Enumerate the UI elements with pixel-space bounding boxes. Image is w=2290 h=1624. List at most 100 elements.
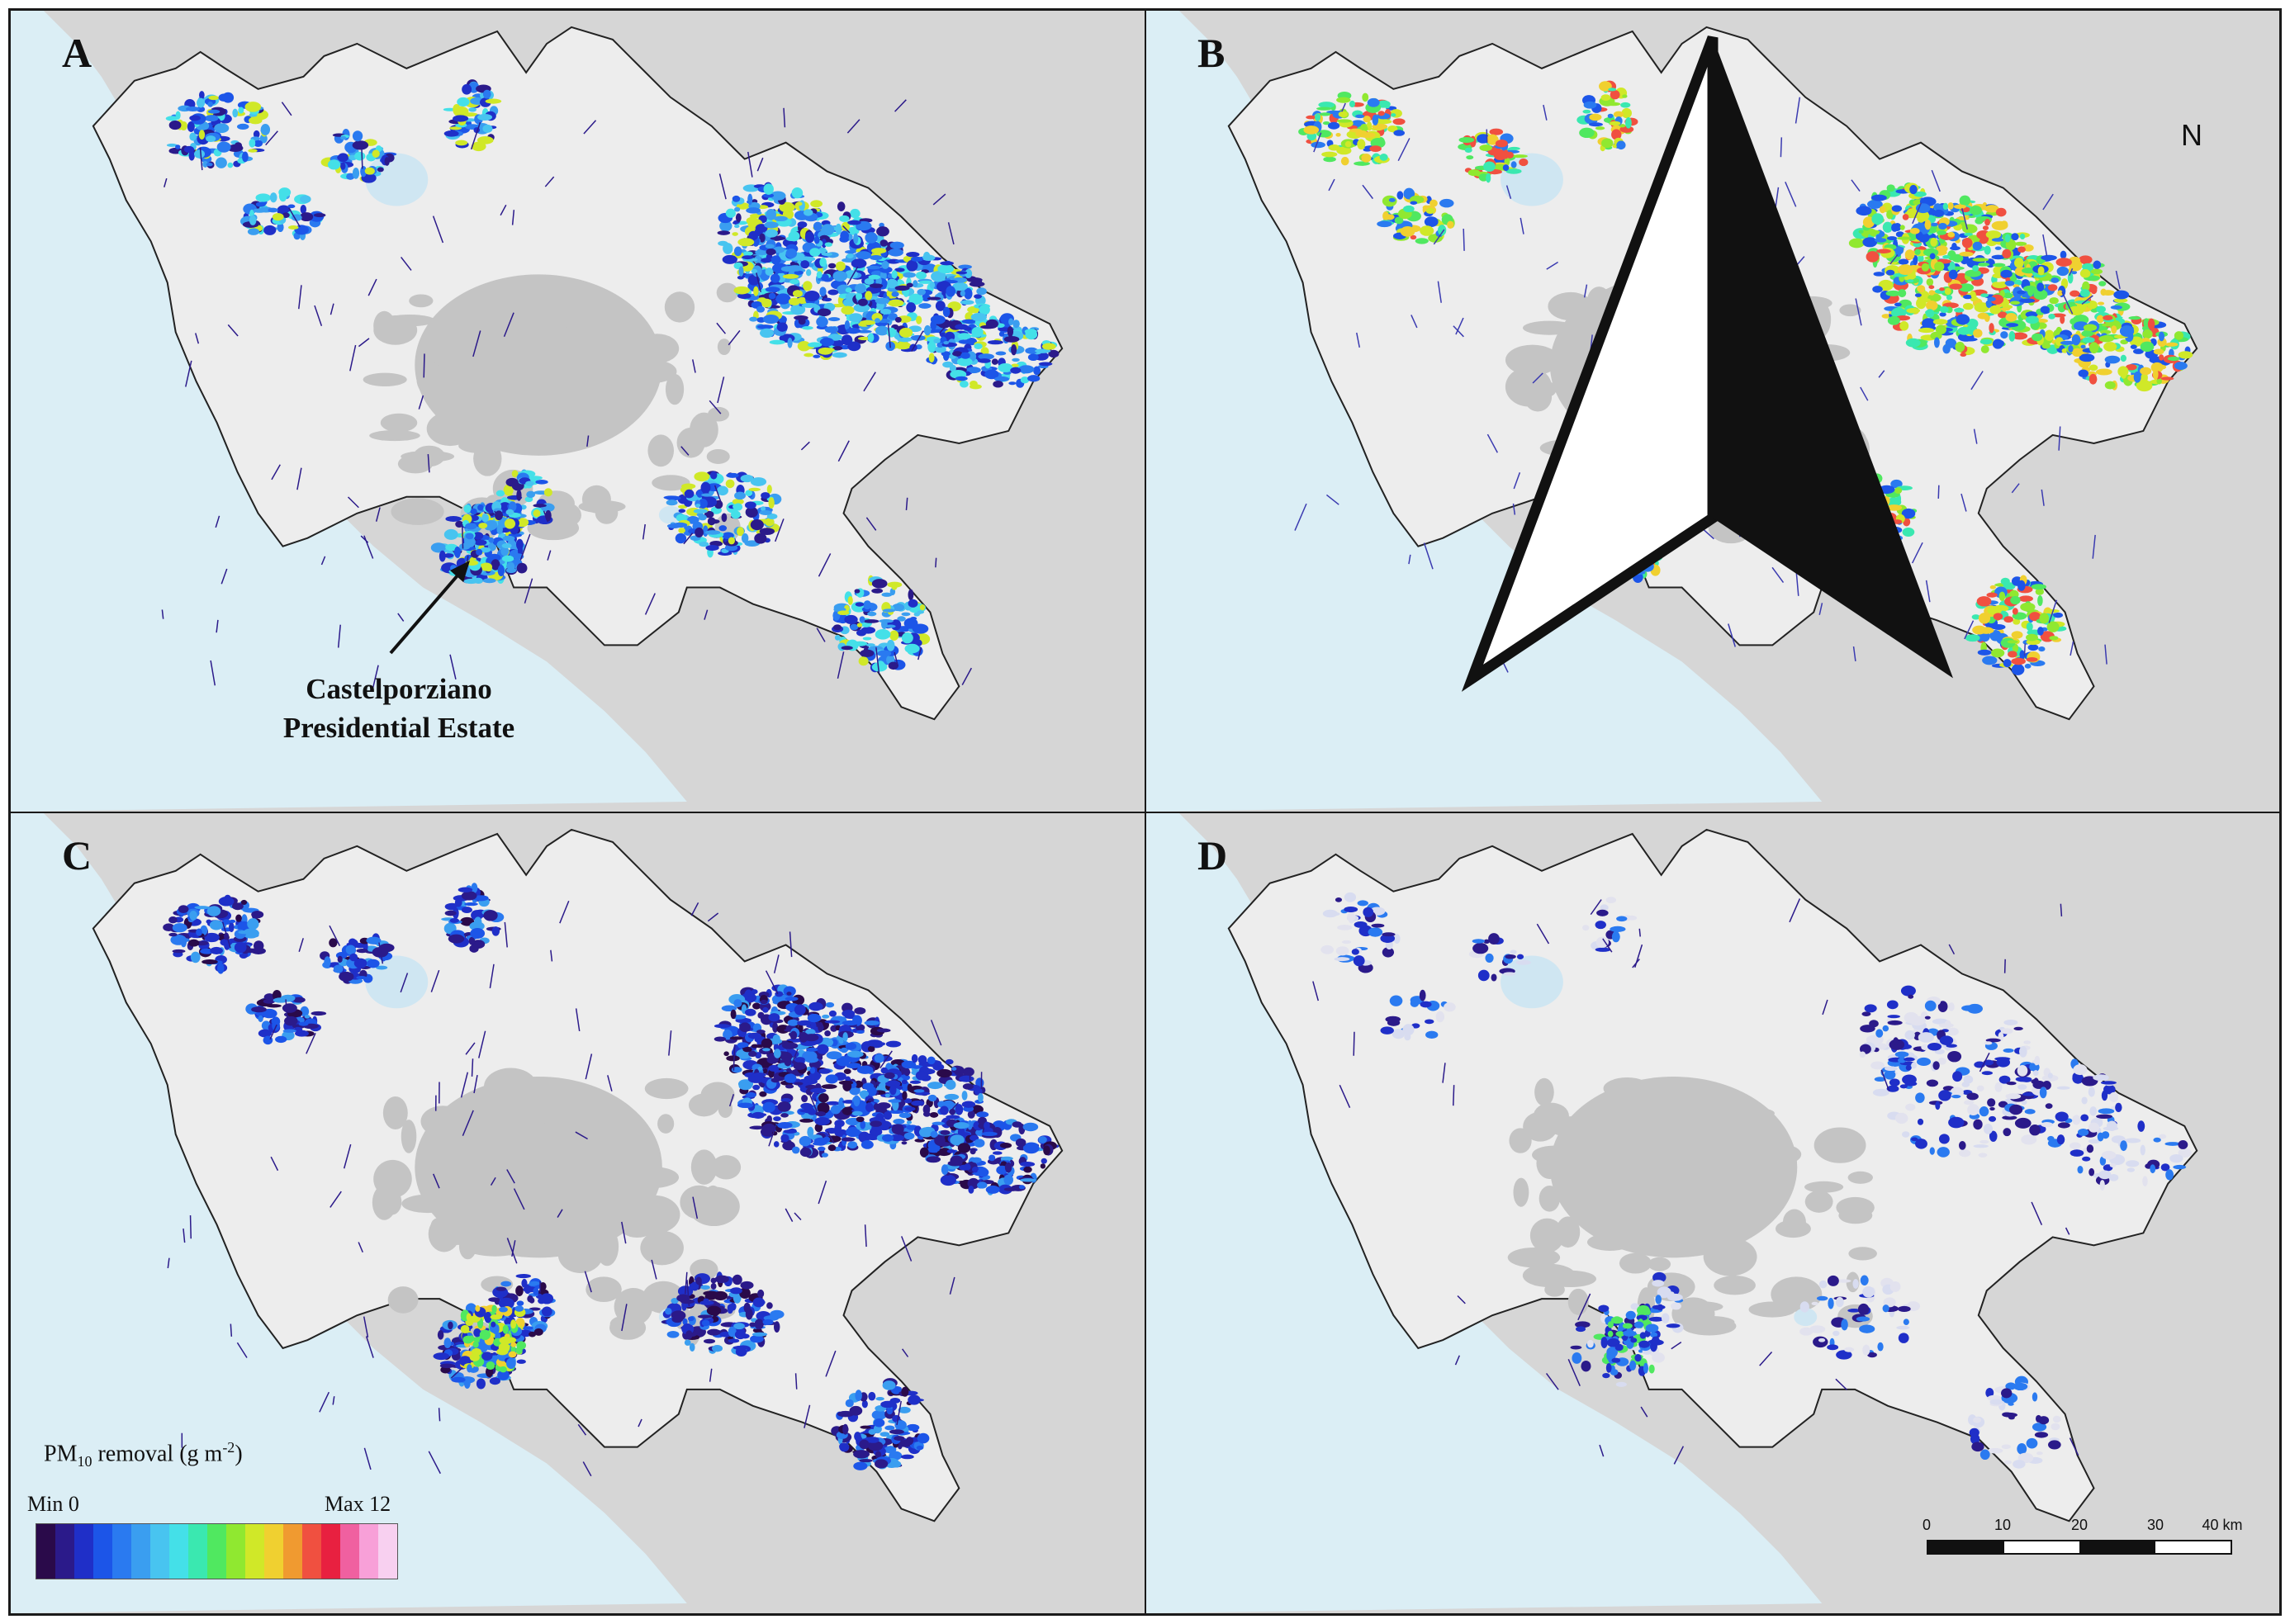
vegetation-pixel — [1917, 254, 1924, 263]
vegetation-pixel — [762, 1101, 775, 1113]
vegetation-pixel — [1410, 234, 1417, 240]
riparian-streak — [2070, 641, 2074, 656]
riparian-streak — [728, 329, 741, 346]
vegetation-pixel — [794, 1057, 805, 1063]
vegetation-pixel — [864, 1020, 880, 1026]
vegetation-pixel — [856, 1030, 865, 1035]
vegetation-pixel — [448, 934, 465, 944]
riparian-streak — [911, 330, 924, 353]
vegetation-pixel — [807, 1126, 814, 1138]
vegetation-pixel — [338, 153, 348, 163]
vegetation-pixel — [292, 997, 306, 1003]
vegetation-pixel — [865, 232, 878, 244]
vegetation-pixel — [927, 296, 941, 301]
vegetation-pixel — [891, 1124, 904, 1135]
riparian-streak — [586, 435, 590, 447]
vegetation-pixel — [1582, 109, 1591, 114]
vegetation-pixel — [856, 623, 863, 627]
vegetation-pixel — [850, 208, 861, 219]
vegetation-pixel — [918, 280, 933, 284]
vegetation-pixel — [1933, 203, 1942, 211]
vegetation-pixel — [853, 303, 870, 313]
vegetation-pixel — [806, 1047, 818, 1052]
vegetation-pixel — [799, 1118, 814, 1123]
vegetation-pixel — [482, 124, 493, 133]
vegetation-pixel — [313, 213, 326, 218]
vegetation-pixel — [756, 1030, 766, 1035]
vegetation-pixel — [921, 294, 932, 302]
vegetation-pixel — [946, 286, 955, 297]
vegetation-pixel — [796, 201, 803, 206]
vegetation-pixel — [740, 1281, 754, 1290]
vegetation-pixel — [1934, 261, 1945, 272]
vegetation-pixel — [255, 193, 271, 202]
vegetation-pixel — [1918, 327, 1935, 334]
vegetation-pixel — [717, 230, 731, 235]
vegetation-pixel — [525, 481, 534, 486]
vegetation-pixel — [1311, 141, 1325, 149]
vegetation-pixel — [777, 1121, 793, 1129]
vegetation-pixel — [2096, 305, 2106, 314]
vegetation-pixel — [993, 380, 1003, 388]
vegetation-pixel — [2019, 298, 2036, 303]
vegetation-pixel — [1901, 508, 1916, 519]
vegetation-pixel — [919, 604, 926, 611]
vegetation-pixel — [2095, 368, 2112, 376]
vegetation-pixel — [1899, 320, 1909, 331]
vegetation-pixel — [2017, 246, 2026, 253]
riparian-streak — [1433, 229, 1445, 245]
vegetation-pixel — [695, 504, 701, 508]
riparian-streak — [298, 285, 302, 310]
vegetation-pixel — [770, 191, 786, 201]
vegetation-pixel — [760, 328, 775, 339]
vegetation-pixel — [675, 533, 687, 544]
urban-patch — [373, 315, 418, 345]
vegetation-pixel — [443, 130, 459, 137]
vegetation-pixel — [737, 527, 744, 537]
vegetation-pixel — [1914, 249, 1921, 255]
vegetation-pixel — [760, 999, 768, 1005]
vegetation-pixel — [1483, 161, 1496, 172]
vegetation-pixel — [1887, 315, 1900, 325]
vegetation-pixel — [762, 193, 775, 198]
vegetation-pixel — [734, 491, 747, 500]
vegetation-pixel — [238, 930, 251, 935]
urban-patch — [578, 500, 626, 514]
riparian-streak — [543, 510, 549, 523]
riparian-streak — [747, 151, 753, 178]
vegetation-pixel — [922, 254, 936, 261]
riparian-streak — [1513, 471, 1521, 490]
vegetation-pixel — [1973, 329, 1983, 338]
annotation-line-1: Castelporziano — [306, 673, 492, 705]
vegetation-pixel — [793, 1062, 807, 1070]
vegetation-pixel — [269, 192, 277, 203]
vegetation-pixel — [1881, 314, 1891, 319]
riparian-streak — [837, 651, 845, 679]
vegetation-pixel — [2007, 640, 2018, 644]
vegetation-pixel — [209, 920, 224, 930]
riparian-streak — [846, 119, 861, 134]
vegetation-pixel — [677, 504, 688, 509]
urban-patch — [426, 411, 474, 447]
vegetation-pixel — [759, 528, 775, 535]
riparian-streak — [1453, 325, 1464, 338]
vegetation-pixel — [1944, 287, 1951, 296]
vegetation-pixel — [1879, 230, 1885, 238]
vegetation-pixel — [2111, 325, 2117, 334]
vegetation-pixel — [780, 1113, 789, 1118]
vegetation-pixel — [732, 1276, 740, 1281]
riparian-streak — [1294, 503, 1307, 531]
castelporziano-pixel — [474, 539, 487, 546]
vegetation-pixel — [1976, 596, 1992, 607]
vegetation-pixel — [827, 289, 839, 296]
vegetation-pixel — [757, 1011, 765, 1019]
riparian-streak — [363, 535, 374, 559]
vegetation-pixel — [751, 1072, 766, 1077]
vegetation-pixel — [277, 222, 284, 233]
vegetation-pixel — [2142, 329, 2153, 339]
vegetation-pixel — [2098, 281, 2107, 286]
vegetation-pixel — [846, 226, 860, 235]
vegetation-pixel — [755, 249, 770, 256]
vegetation-pixel — [740, 474, 754, 483]
vegetation-pixel — [2004, 280, 2015, 286]
